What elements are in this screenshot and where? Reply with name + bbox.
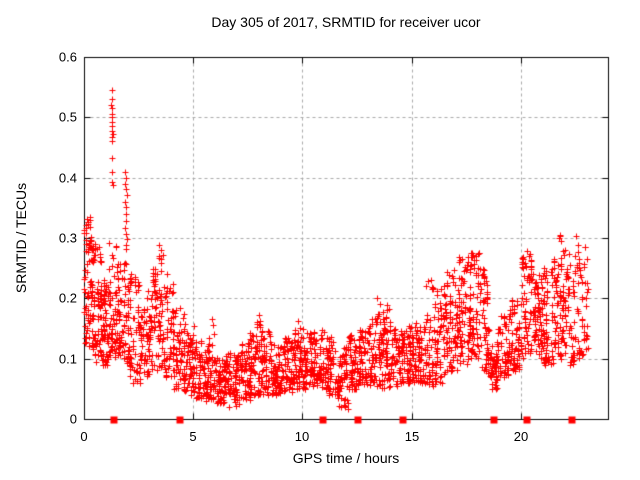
y-tick-label: 0.6 xyxy=(58,49,77,65)
y-tick-label: 0.3 xyxy=(58,230,77,246)
y-tick-label: 0 xyxy=(69,411,77,427)
x-tick-label: 15 xyxy=(404,429,420,444)
y-tick-label: 0.2 xyxy=(58,290,77,306)
chart-title: Day 305 of 2017, SRMTID for receiver uco… xyxy=(211,14,481,30)
x-tick-label: 10 xyxy=(294,429,310,444)
x-axis-label: GPS time / hours xyxy=(292,450,400,466)
y-axis-label: SRMTID / TECUs xyxy=(13,182,29,294)
y-tick-label: 0.5 xyxy=(58,109,77,125)
y-tick-label: 0.4 xyxy=(58,170,77,186)
y-tick-label: 0.1 xyxy=(58,351,77,367)
x-tick-label: 5 xyxy=(189,429,197,444)
x-tick-label: 0 xyxy=(80,429,88,444)
x-tick-label: 20 xyxy=(513,429,529,444)
